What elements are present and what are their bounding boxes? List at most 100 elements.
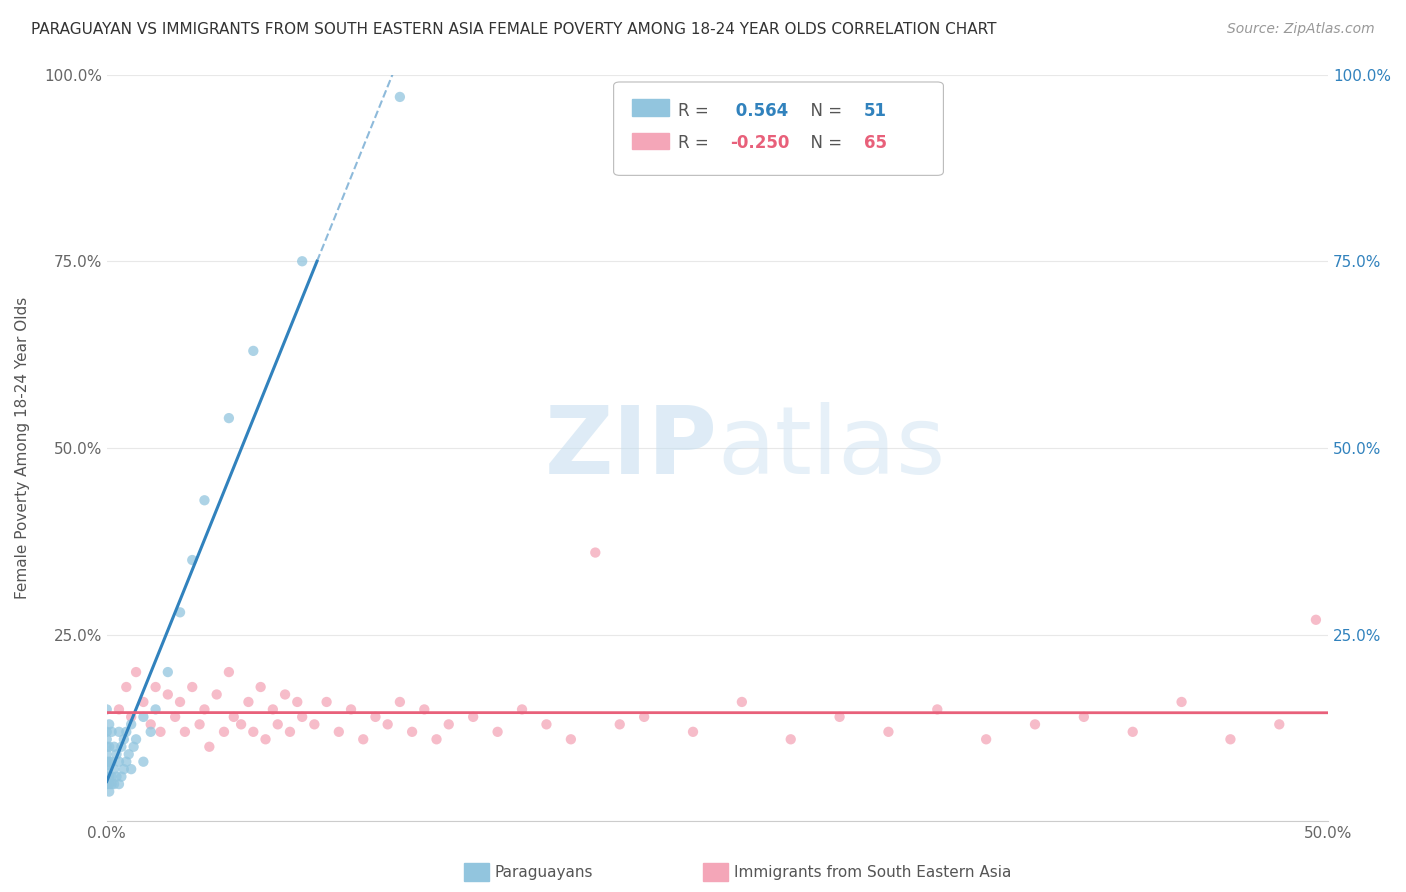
Point	[212, 724, 235, 739]
Point	[188, 717, 211, 731]
Y-axis label: Female Poverty Among 18-24 Year Olds: Female Poverty Among 18-24 Year Olds	[15, 297, 30, 599]
Point	[218, 411, 240, 425]
Text: N =: N =	[800, 135, 848, 153]
Point	[1170, 695, 1192, 709]
Point	[463, 710, 485, 724]
Point	[139, 724, 162, 739]
Point	[156, 688, 179, 702]
Point	[132, 695, 155, 709]
Point	[96, 747, 118, 762]
Point	[682, 724, 704, 739]
Point	[1268, 717, 1291, 731]
Point	[110, 770, 132, 784]
Point	[145, 680, 167, 694]
Point	[779, 732, 801, 747]
Point	[100, 777, 122, 791]
Point	[100, 770, 122, 784]
Point	[388, 90, 411, 104]
Point	[174, 724, 197, 739]
Point	[1073, 710, 1095, 724]
Point	[583, 545, 606, 559]
Point	[877, 724, 900, 739]
Point	[291, 254, 314, 268]
Point	[633, 710, 655, 724]
Point	[108, 702, 131, 716]
Point	[108, 777, 131, 791]
Point	[1122, 724, 1144, 739]
Point	[278, 724, 301, 739]
Text: 51: 51	[865, 103, 887, 120]
Point	[115, 755, 138, 769]
Text: ZIP: ZIP	[544, 402, 717, 494]
Point	[98, 784, 121, 798]
Point	[108, 724, 131, 739]
Point	[132, 710, 155, 724]
Point	[274, 688, 297, 702]
Point	[328, 724, 350, 739]
Text: Source: ZipAtlas.com: Source: ZipAtlas.com	[1227, 22, 1375, 37]
Point	[425, 732, 447, 747]
Point	[242, 724, 264, 739]
Point	[96, 762, 118, 776]
Point	[100, 755, 122, 769]
Point	[105, 747, 128, 762]
Text: atlas: atlas	[717, 402, 946, 494]
Point	[229, 717, 252, 731]
Point	[1219, 732, 1241, 747]
Point	[115, 724, 138, 739]
Point	[149, 724, 172, 739]
Point	[218, 665, 240, 679]
Point	[731, 695, 754, 709]
Point	[974, 732, 997, 747]
Point	[486, 724, 509, 739]
Point	[242, 343, 264, 358]
Point	[103, 739, 125, 754]
Bar	[631, 133, 669, 149]
Point	[828, 710, 851, 724]
Point	[413, 702, 436, 716]
Point	[120, 717, 142, 731]
Point	[112, 732, 135, 747]
Point	[169, 695, 191, 709]
Point	[304, 717, 326, 731]
Point	[103, 777, 125, 791]
Point	[560, 732, 582, 747]
Point	[249, 680, 271, 694]
Point	[98, 755, 121, 769]
Point	[125, 665, 148, 679]
Text: Paraguayans: Paraguayans	[495, 865, 593, 880]
Bar	[631, 99, 669, 116]
Point	[1024, 717, 1046, 731]
Point	[105, 770, 128, 784]
Point	[98, 777, 121, 791]
Point	[193, 493, 215, 508]
Point	[205, 688, 228, 702]
Point	[437, 717, 460, 731]
Point	[169, 605, 191, 619]
Point	[1305, 613, 1327, 627]
Text: R =: R =	[678, 103, 714, 120]
Point	[110, 739, 132, 754]
Point	[96, 758, 118, 772]
Text: 0.564: 0.564	[730, 103, 787, 120]
Point	[125, 732, 148, 747]
Point	[181, 680, 204, 694]
Point	[132, 755, 155, 769]
Point	[120, 710, 142, 724]
Point	[267, 717, 290, 731]
Point	[181, 553, 204, 567]
Point	[315, 695, 337, 709]
Point	[96, 770, 118, 784]
Point	[222, 710, 245, 724]
Point	[536, 717, 558, 731]
FancyBboxPatch shape	[613, 82, 943, 176]
Point	[377, 717, 399, 731]
Point	[340, 702, 363, 716]
Point	[156, 665, 179, 679]
Point	[609, 717, 631, 731]
Point	[291, 710, 314, 724]
Point	[96, 755, 118, 769]
Point	[193, 702, 215, 716]
Point	[927, 702, 949, 716]
Point	[96, 777, 118, 791]
